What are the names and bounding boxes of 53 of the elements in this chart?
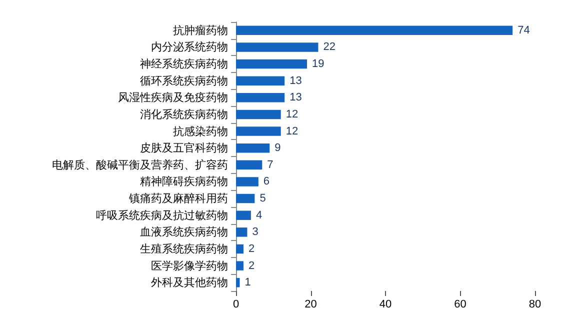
y-tick-label: 抗肿瘤药物 (173, 24, 228, 37)
data-label: 13 (290, 74, 302, 87)
bar (236, 261, 244, 270)
data-label: 1 (244, 276, 251, 289)
bar (236, 126, 281, 136)
data-label: 74 (518, 24, 530, 36)
x-tick-label: 80 (528, 298, 542, 310)
bar (236, 160, 262, 170)
y-tick-label: 内分泌系统药物 (151, 40, 228, 54)
bar (236, 177, 258, 186)
data-label: 3 (252, 226, 258, 238)
bar (236, 42, 318, 52)
y-tick-label: 皮肤及五官科药物 (140, 142, 228, 155)
bar (236, 210, 251, 220)
y-tick-label: 生殖系统疾病药物 (140, 242, 228, 256)
y-tick-label: 外科及其他药物 (151, 276, 228, 290)
y-tick-label: 风湿性疾病及免疫药物 (118, 91, 228, 104)
data-label: 4 (256, 209, 262, 222)
data-label: 12 (286, 125, 298, 138)
data-label: 7 (267, 158, 274, 171)
bar (236, 26, 513, 36)
x-tick-label: 20 (304, 298, 317, 310)
bar (236, 93, 285, 102)
x-tick-label: 40 (379, 298, 392, 310)
data-label: 5 (260, 192, 266, 205)
data-label: 12 (286, 108, 298, 120)
y-tick-label: 循环系统疾病药物 (140, 74, 228, 88)
y-tick-label: 消化系统疾病药物 (140, 108, 228, 121)
data-label: 2 (248, 242, 255, 255)
bar (236, 143, 270, 153)
y-tick-label: 抗感染药物 (173, 124, 228, 138)
bar (236, 110, 281, 120)
y-tick-label: 医学影像学药物 (151, 259, 228, 272)
bar (236, 59, 308, 69)
y-tick-label: 镇痛药及麻醉科用药 (128, 192, 228, 206)
x-tick-label: 0 (232, 298, 240, 310)
data-label: 22 (323, 41, 336, 54)
y-tick-label: 呼吸系统疾病及抗过敏药物 (96, 208, 228, 222)
y-tick-label: 电解质、酸碱平衡及营养药、扩容药 (52, 158, 228, 172)
bar (236, 76, 285, 86)
y-tick-label: 血液系统疾病药物 (140, 226, 228, 239)
bar (236, 194, 255, 204)
data-label: 13 (290, 92, 302, 104)
bar (236, 228, 248, 237)
data-label: 9 (274, 142, 281, 154)
y-tick-label: 精神障碍疾病药物 (140, 175, 228, 188)
bar (236, 244, 244, 254)
data-label: 6 (263, 176, 270, 188)
y-tick-label: 神经系统疾病药物 (140, 58, 228, 71)
x-tick-label: 60 (454, 298, 466, 310)
data-label: 19 (312, 58, 324, 70)
bar (236, 278, 240, 288)
data-label: 2 (248, 260, 255, 272)
